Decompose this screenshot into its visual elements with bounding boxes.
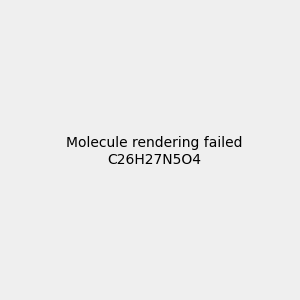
Text: Molecule rendering failed
C26H27N5O4: Molecule rendering failed C26H27N5O4	[65, 136, 242, 166]
